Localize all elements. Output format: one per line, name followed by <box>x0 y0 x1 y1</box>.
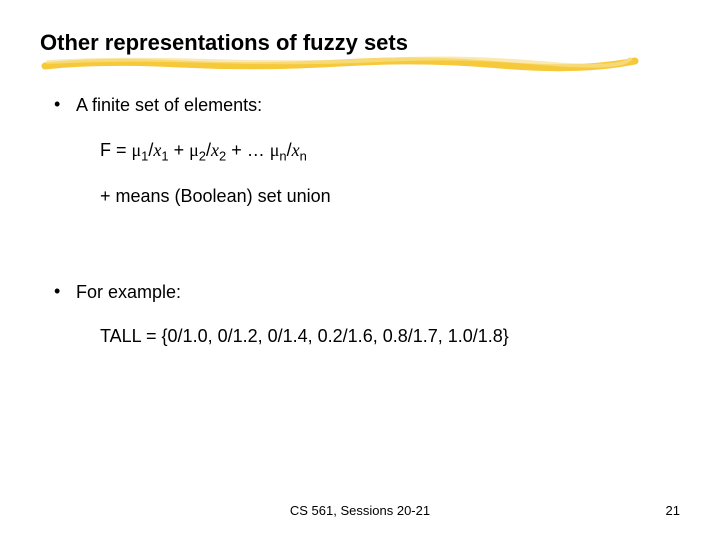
bullet-2: For example: TALL = {0/1.0, 0/1.2, 0/1.4… <box>54 281 680 350</box>
mu-1: μ <box>132 140 142 160</box>
plus-1: + <box>169 140 190 160</box>
formula: F = μ1/x1 + μ2/x2 + … μn/xn <box>100 138 680 166</box>
mu-2: μ <box>189 140 199 160</box>
example-line: TALL = {0/1.0, 0/1.2, 0/1.4, 0.2/1.6, 0.… <box>100 324 680 349</box>
bullet-2-text: For example: <box>76 281 680 304</box>
x-2: x <box>211 140 219 160</box>
mun-sub: n <box>279 148 286 163</box>
mu2-sub: 2 <box>199 148 206 163</box>
slide-title: Other representations of fuzzy sets <box>40 30 408 56</box>
bullet-1-text: A finite set of elements: <box>76 94 680 117</box>
bullet-list: A finite set of elements: F = μ1/x1 + μ2… <box>54 94 680 349</box>
formula-prefix: F = <box>100 140 132 160</box>
x1-sub: 1 <box>161 148 168 163</box>
xn-sub: n <box>300 148 307 163</box>
footer-text: CS 561, Sessions 20-21 <box>0 503 720 518</box>
slide: Other representations of fuzzy sets A fi… <box>0 0 720 540</box>
union-note: + means (Boolean) set union <box>100 184 680 209</box>
mu-n: μ <box>270 140 280 160</box>
bullet-1: A finite set of elements: F = μ1/x1 + μ2… <box>54 94 680 258</box>
title-block: Other representations of fuzzy sets <box>40 30 680 56</box>
ellipsis: + … <box>226 140 270 160</box>
page-number: 21 <box>666 503 680 518</box>
x-n: x <box>292 140 300 160</box>
spacer <box>76 209 680 259</box>
underline-stroke <box>40 54 640 74</box>
